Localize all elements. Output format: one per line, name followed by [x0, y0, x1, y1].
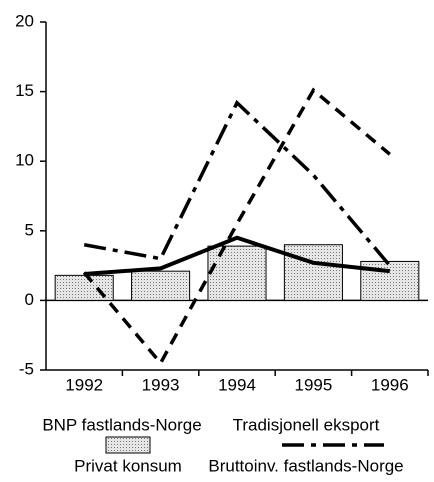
- bar: [360, 260, 420, 301]
- x-tick-label: 1996: [371, 375, 409, 394]
- legend-label: Privat konsum: [74, 456, 182, 475]
- x-tick-label: 1992: [65, 375, 103, 394]
- line: [82, 87, 391, 367]
- x-tick-label: 1994: [218, 375, 256, 394]
- x-tick-label: 1995: [294, 375, 332, 394]
- bar: [283, 244, 343, 301]
- line: [84, 235, 391, 276]
- y-tick-label: 15: [15, 81, 34, 100]
- legend-label: Tradisjonell eksport: [233, 415, 380, 434]
- x-tick-label: 1993: [142, 375, 180, 394]
- y-tick-label: -5: [19, 359, 34, 378]
- bar: [131, 270, 191, 301]
- y-tick-label: 0: [25, 290, 34, 309]
- legend-label: Bruttoinv. fastlands-Norge: [208, 456, 403, 475]
- y-tick-label: 10: [15, 151, 34, 170]
- y-tick-label: 5: [25, 220, 34, 239]
- legend-label: BNP fastlands-Norge: [42, 415, 201, 434]
- line: [83, 99, 392, 267]
- legend-swatch: [105, 436, 151, 454]
- bar: [207, 245, 267, 301]
- y-tick-label: 20: [15, 11, 34, 30]
